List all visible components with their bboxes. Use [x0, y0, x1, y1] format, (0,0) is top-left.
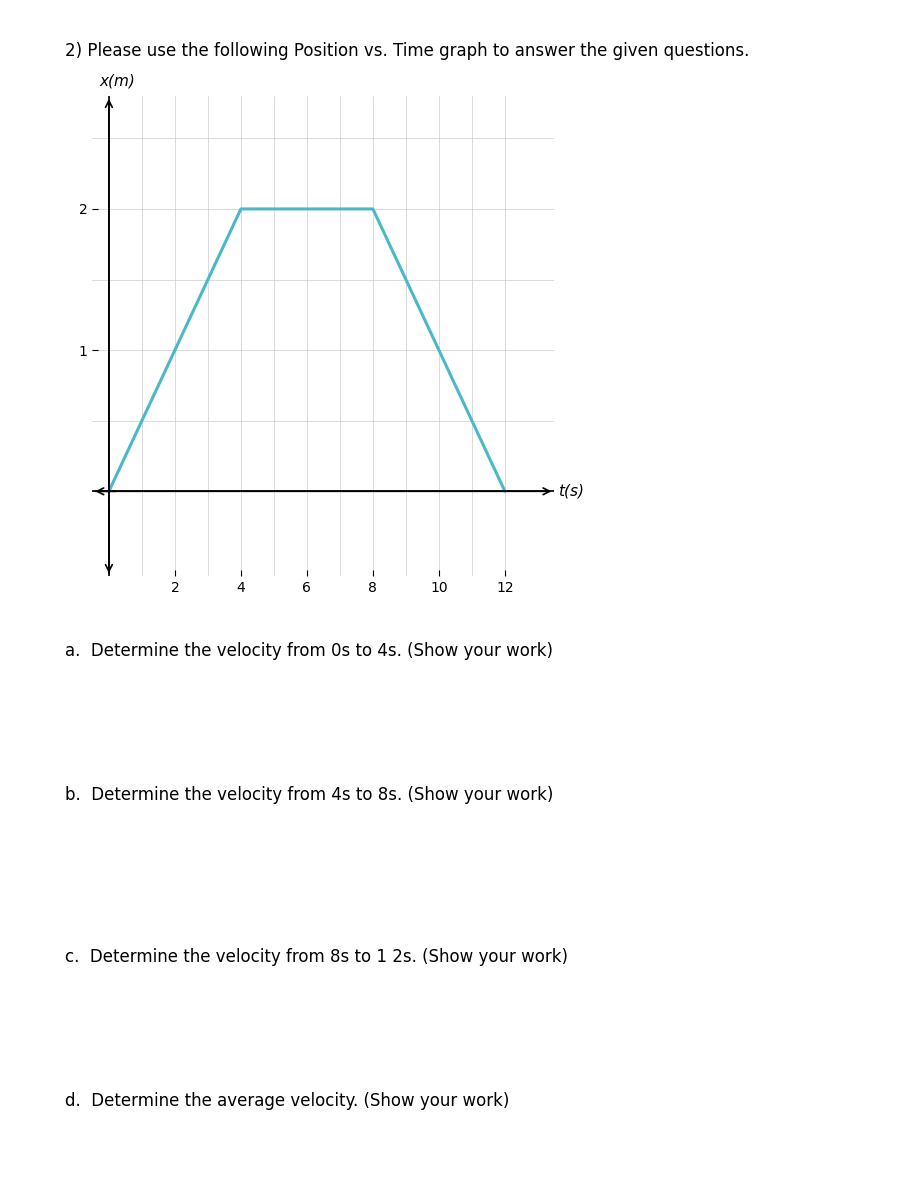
Text: d.  Determine the average velocity. (Show your work): d. Determine the average velocity. (Show… — [65, 1092, 509, 1110]
Text: 2) Please use the following Position vs. Time graph to answer the given question: 2) Please use the following Position vs.… — [65, 42, 749, 60]
Text: a.  Determine the velocity from 0s to 4s. (Show your work): a. Determine the velocity from 0s to 4s.… — [65, 642, 553, 660]
Text: x(m): x(m) — [99, 74, 135, 89]
Text: c.  Determine the velocity from 8s to 1 2s. (Show your work): c. Determine the velocity from 8s to 1 2… — [65, 948, 567, 966]
Text: b.  Determine the velocity from 4s to 8s. (Show your work): b. Determine the velocity from 4s to 8s.… — [65, 786, 553, 804]
Text: t(s): t(s) — [558, 484, 584, 499]
